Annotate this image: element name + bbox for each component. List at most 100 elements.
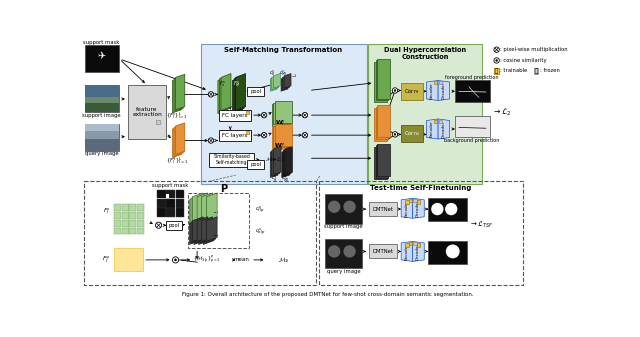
Bar [84,181,316,285]
Polygon shape [273,146,281,175]
Text: feature
extraction: feature extraction [132,106,162,118]
Polygon shape [205,218,216,243]
Polygon shape [191,218,202,243]
Bar [401,83,422,100]
Bar [275,124,292,146]
Bar [435,81,437,84]
Polygon shape [189,196,200,225]
Text: $\rightarrow\mathcal{L}_2$: $\rightarrow\mathcal{L}_2$ [492,106,511,118]
Polygon shape [270,149,278,178]
Text: $\{\mathcal{M}_{1lp}\}_{p=1}^P$: $\{\mathcal{M}_{1lp}\}_{p=1}^P$ [193,254,221,266]
Text: Self-Matching Transformation: Self-Matching Transformation [224,47,342,53]
Text: pool: pool [168,223,180,228]
Circle shape [446,244,460,258]
Polygon shape [197,217,208,241]
Polygon shape [221,73,231,111]
Polygon shape [193,217,204,241]
Polygon shape [194,220,205,244]
Text: Similarity-based
Self-matching: Similarity-based Self-matching [213,154,250,165]
Bar [84,139,119,151]
Bar [157,199,166,208]
Text: FC layers: FC layers [222,113,248,118]
Bar [376,145,388,178]
Bar [137,220,144,227]
Polygon shape [175,74,185,110]
Text: Encoder: Encoder [404,243,408,260]
Polygon shape [413,198,424,218]
Text: query image: query image [85,151,118,156]
Bar [114,205,121,211]
Text: ⚿: ⚿ [495,68,499,74]
Bar [369,202,397,216]
Bar [405,200,409,204]
Bar [439,81,442,84]
Text: FC layers: FC layers [222,133,248,137]
Circle shape [175,259,177,261]
Circle shape [261,113,267,118]
Circle shape [302,132,308,138]
Bar [319,181,523,285]
Text: DMTNet: DMTNet [372,249,393,254]
Text: : cosine similarity: : cosine similarity [500,58,547,63]
Text: support image: support image [83,113,121,118]
Polygon shape [196,194,206,224]
Bar [534,68,538,73]
Text: mean: mean [233,257,249,263]
Bar [166,194,170,197]
Bar [122,212,129,219]
Polygon shape [197,193,208,222]
Bar [325,239,362,268]
Polygon shape [198,196,209,225]
Text: $c_{Ml}^q$: $c_{Ml}^q$ [280,174,289,184]
Bar [325,194,362,224]
Bar [137,205,144,211]
Circle shape [208,92,214,97]
Bar [84,124,119,131]
Polygon shape [200,218,211,243]
Polygon shape [172,78,182,113]
Polygon shape [175,123,185,154]
Bar [376,106,388,139]
Bar [122,205,129,211]
Text: support mask: support mask [152,183,188,188]
Bar [439,120,442,123]
Polygon shape [281,76,288,91]
Polygon shape [206,193,217,222]
Bar [273,126,291,148]
Circle shape [328,245,340,257]
Bar [272,127,289,149]
Bar [428,198,467,221]
Polygon shape [282,149,289,178]
Circle shape [394,90,396,91]
Text: DMTNet: DMTNet [372,207,393,212]
Text: $\mathbf{P}$: $\mathbf{P}$ [220,182,228,194]
Bar [378,144,390,176]
Text: ✈: ✈ [97,52,106,62]
Text: $\mathbf{W}_l^s$: $\mathbf{W}_l^s$ [275,119,286,128]
Polygon shape [272,148,280,176]
Polygon shape [284,73,291,88]
Polygon shape [204,196,214,225]
Circle shape [344,245,356,257]
Text: $\{F_l^q\}_{l=1}^L$: $\{F_l^q\}_{l=1}^L$ [166,155,188,166]
Bar [378,59,390,99]
Bar [272,104,289,126]
Polygon shape [427,81,438,100]
Polygon shape [232,76,243,114]
Bar [129,212,136,219]
Bar [455,81,490,102]
Text: $\{F_l^s\}_{l=1}^L$: $\{F_l^s\}_{l=1}^L$ [166,111,188,121]
Bar [374,147,387,179]
Polygon shape [174,76,183,111]
Text: Corr$_{fl}$: Corr$_{fl}$ [404,87,420,96]
Bar [84,85,119,97]
Bar [401,125,422,142]
Polygon shape [218,76,228,114]
Bar [157,190,166,198]
Bar [122,227,129,235]
Bar [114,220,121,227]
Text: $F_M^s$: $F_M^s$ [234,80,241,89]
Bar [247,160,264,169]
Bar [84,124,119,151]
Polygon shape [193,193,204,222]
